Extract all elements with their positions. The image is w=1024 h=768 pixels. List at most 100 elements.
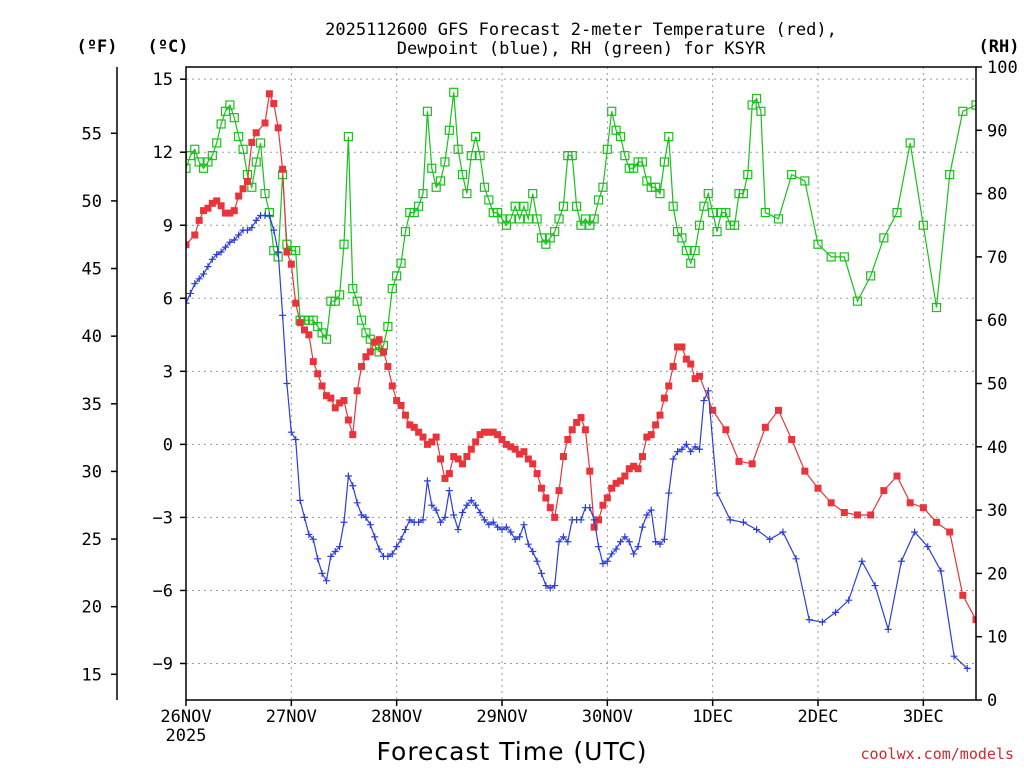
rh-point [335,290,345,300]
temperature-point [296,319,304,327]
temperature-point [410,423,418,431]
temperature-point [665,382,673,390]
series-layer [186,87,1020,672]
dewpoint-series [186,212,971,672]
temperature-point [213,197,221,205]
temperature-point [551,513,559,521]
rh-tick-label: 100 [987,58,1018,78]
rh-point [453,144,463,154]
series-clip-group [186,87,1020,672]
rh-point [664,132,674,142]
dewpoint-point [375,545,383,553]
rh-point [712,226,722,237]
rh-point [466,151,476,161]
rh-point [234,132,244,142]
rh-point [550,226,560,237]
dewpoint-point [621,533,629,541]
rh-point [931,302,942,313]
temperature-point [327,394,335,402]
dewpoint-point [467,496,475,504]
dewpoint-point [186,289,194,297]
dewpoint-point [287,428,295,436]
temperature-point [867,511,875,519]
dewpoint-point [564,538,572,546]
dewpoint-point [630,550,638,558]
temperature-point [235,192,243,200]
rh-point [427,163,437,173]
dewpoint-point [226,238,234,246]
temperature-point [590,523,598,531]
dewpoint-point [498,526,506,534]
temperature-point [687,360,695,368]
temperature-point [353,387,361,395]
dewpoint-point [230,236,238,244]
temperature-point [358,362,366,370]
dewpoint-point [384,552,392,560]
dewpoint-point [292,435,300,443]
rh-point [839,252,849,262]
rh-tick-label: 30 [987,501,1007,521]
rh-point [1012,158,1020,166]
rh-point [866,271,876,281]
temperature-point [507,443,515,451]
temperature-point [555,487,563,495]
dewpoint-point [362,513,370,521]
dewpoint-point [669,455,677,463]
dewpoint-point [423,477,431,485]
fahrenheit-tick-label: 55 [82,124,102,144]
rh-point [339,239,349,249]
dewpoint-point [344,472,352,480]
dewpoint-line [186,214,968,669]
temperature-point [393,397,401,405]
temperature-point [652,421,660,429]
dewpoint-point [191,280,199,288]
temperature-point [428,438,436,446]
rh-point [743,170,753,180]
temperature-point [854,511,861,519]
celsius-tick-label: 9 [163,216,173,236]
rh-point [229,113,239,123]
temperature-point [656,411,664,419]
temperature-point [647,431,655,439]
rh-point [321,334,332,344]
dewpoint-point [252,216,260,224]
temperature-point [643,433,651,441]
temperature-point [814,484,822,492]
temperature-point [397,401,405,409]
dewpoint-point [340,518,348,526]
chart-title-line-1: 2025112600 GFS Forecast 2-meter Temperat… [325,20,837,40]
rh-point [457,170,468,180]
rh-point [471,132,481,142]
rh-point [918,220,928,230]
rh-point [348,283,358,294]
temperature-point [445,470,453,478]
temperature-point [239,185,247,193]
temperature-point [388,382,396,390]
rh-point [514,214,525,224]
rh-point [800,176,810,186]
dewpoint-point [608,550,616,558]
temperature-point [775,406,782,414]
dewpoint-point [678,445,686,453]
temperature-point [542,494,550,502]
temperature-point [318,382,326,390]
temperature-point [279,165,287,173]
dewpoint-point [200,270,208,278]
temperature-point [191,231,199,239]
temperature-point [577,414,585,422]
rh-tick-label: 0 [987,691,997,711]
dewpoint-point [845,596,853,604]
rh-tick-label: 80 [987,185,1007,205]
temperature-point [638,453,646,461]
dewpoint-point [643,511,651,519]
celsius-tick-label: −3 [153,508,173,528]
temperature-point [243,177,251,185]
temperature-point [340,397,348,405]
rh-point [686,258,696,268]
dewpoint-point [186,299,190,307]
dewpoint-point [546,584,554,592]
dewpoint-point [805,616,813,624]
rh-point [708,207,718,218]
time-tick-label: 28NOV [371,707,422,727]
temperature-point [564,435,572,443]
